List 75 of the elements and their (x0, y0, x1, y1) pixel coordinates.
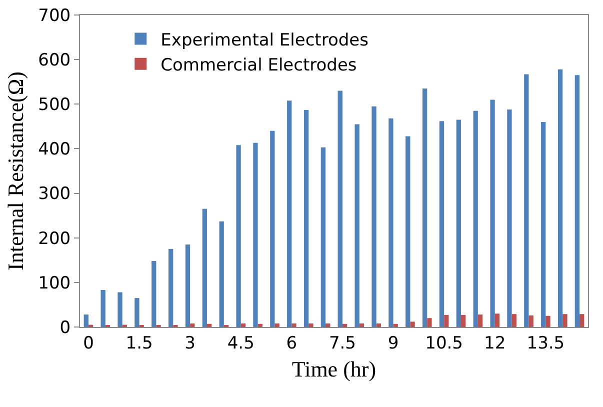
bar (292, 323, 296, 327)
bar (580, 314, 584, 327)
bar (439, 121, 444, 327)
bar (219, 221, 224, 327)
bar (546, 316, 550, 327)
legend-label: Commercial Electrodes (160, 56, 357, 76)
x-tick-label: 12 (484, 333, 506, 354)
bar (326, 323, 330, 327)
bar (388, 118, 394, 327)
bar (118, 292, 122, 327)
bar (541, 122, 546, 327)
bar (236, 145, 241, 327)
bar (410, 322, 415, 327)
x-tick-label: 0 (83, 333, 94, 354)
bar (152, 261, 156, 327)
bar (287, 100, 292, 327)
bar (490, 100, 495, 327)
bar (320, 147, 326, 327)
bar (100, 290, 106, 327)
bar (372, 106, 376, 327)
bar (478, 314, 483, 327)
x-tick-label: 9 (388, 333, 399, 354)
bar (461, 314, 466, 327)
bar (168, 249, 174, 327)
x-axis-title: Time (hr) (292, 356, 376, 382)
y-tick-label: 200 (38, 228, 71, 249)
bar (359, 323, 364, 327)
bar (558, 69, 563, 327)
x-tick-label: 1.5 (126, 333, 153, 354)
bar (562, 314, 568, 327)
bar (406, 136, 410, 327)
y-tick-label: 100 (38, 273, 71, 294)
y-tick-label: 500 (38, 95, 71, 116)
bar (456, 120, 461, 327)
bar (84, 314, 88, 327)
x-tick-label: 6 (286, 333, 298, 354)
bar (202, 208, 207, 327)
bar (185, 244, 190, 327)
bar (512, 314, 516, 327)
bar (528, 315, 534, 327)
y-tick-label: 300 (38, 184, 71, 204)
bar (253, 142, 258, 327)
bar (274, 323, 280, 327)
bar (427, 318, 432, 327)
bar (524, 74, 529, 327)
x-tick-label: 7.5 (328, 333, 356, 354)
y-tick-label: 0 (60, 318, 71, 338)
y-tick-label: 600 (38, 50, 71, 71)
bar (258, 324, 262, 327)
bar (494, 314, 500, 327)
bar (308, 323, 314, 327)
bar (444, 314, 449, 327)
x-tick-label: 10.5 (425, 333, 463, 354)
y-tick-label: 700 (38, 6, 71, 26)
bar (342, 324, 348, 327)
legend-label: Experimental Electrodes (160, 30, 369, 50)
y-tick-label: 400 (38, 140, 71, 160)
bar (574, 75, 580, 327)
x-tick-label: 4.5 (227, 333, 254, 354)
bar (240, 323, 246, 327)
bar (376, 323, 381, 327)
bar (507, 109, 512, 327)
bar (473, 110, 478, 327)
y-axis-title: Internal Resistance(Ω) (2, 72, 28, 270)
bar (422, 88, 428, 327)
bar (304, 110, 309, 327)
bar (134, 298, 140, 327)
x-tick-label: 13.5 (526, 333, 565, 354)
bar (190, 323, 195, 327)
bar (338, 90, 342, 327)
bar (270, 130, 275, 327)
bar (354, 124, 360, 327)
bar (393, 324, 398, 327)
x-tick-label: 3 (184, 333, 196, 354)
bar (207, 324, 212, 327)
